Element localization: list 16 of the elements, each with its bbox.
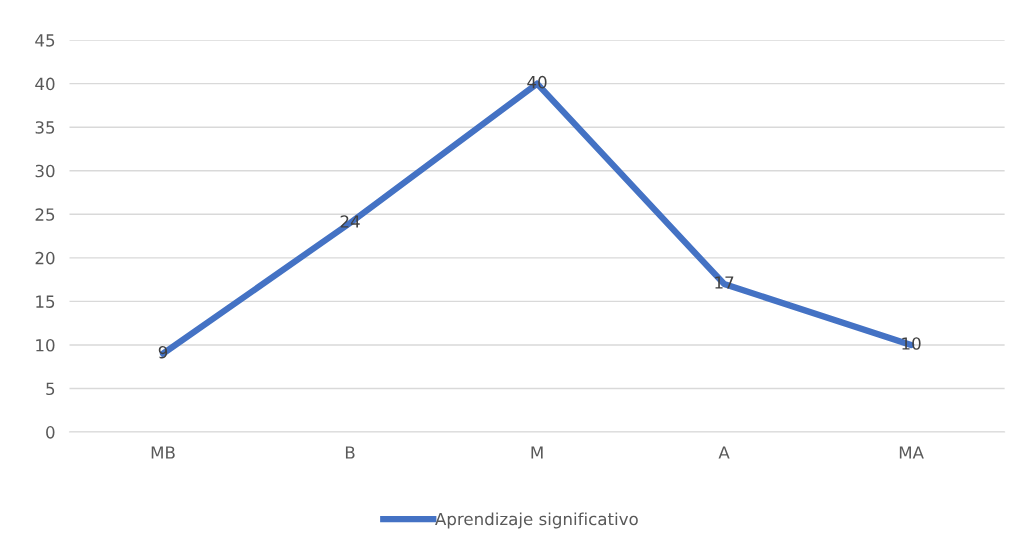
y-tick-label: 20: [35, 251, 55, 265]
x-tick-label: MA: [899, 446, 924, 459]
y-tick-label: 25: [35, 208, 55, 221]
y-tick-label: 5: [46, 382, 55, 396]
y-tick-label: 40: [35, 77, 55, 91]
legend-label: Aprendizaje significativo: [435, 512, 638, 529]
x-tick-label: M: [531, 446, 543, 459]
y-tick-label: 35: [35, 121, 55, 134]
y-tick-label: 30: [35, 164, 55, 178]
y-tick-label: 0: [46, 426, 55, 439]
x-tick-label: B: [345, 446, 355, 459]
y-tick-label: 45: [35, 34, 55, 47]
x-tick-label: A: [718, 446, 730, 459]
y-tick-label: 10: [36, 338, 55, 352]
y-tick-label: 15: [36, 295, 55, 308]
x-tick-label: MB: [151, 446, 175, 459]
